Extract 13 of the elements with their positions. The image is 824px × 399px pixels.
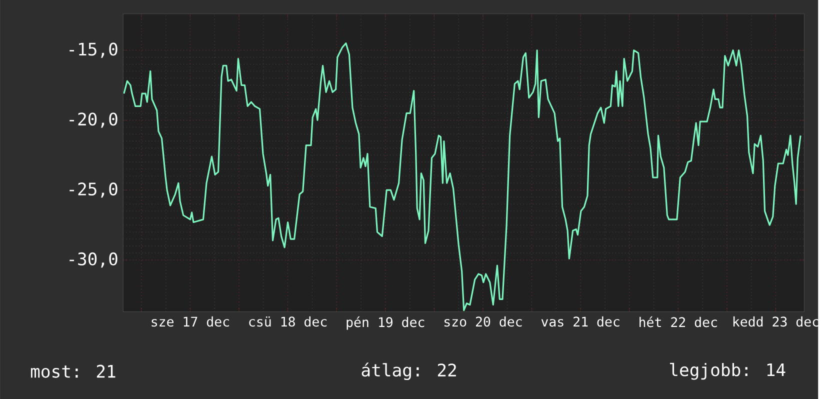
y-tick-label: -15,0	[70, 42, 118, 58]
x-tick-label: pén 19 dec	[346, 316, 424, 330]
x-tick-label: hét 22 dec	[640, 316, 717, 328]
x-tick-label: sze 17 dec	[152, 316, 229, 327]
x-tick-label: szo 20 dec	[444, 316, 522, 327]
text: átlag: 22	[362, 362, 456, 380]
text: legjobb: 14	[670, 362, 786, 380]
x-tick-label: vas 21 dec	[541, 316, 620, 327]
x-tick-label: csü 18 dec	[249, 316, 327, 327]
y-tick-label: -25,0	[70, 182, 118, 198]
y-tick-label: -20,0	[70, 112, 118, 128]
text: most: 21	[30, 364, 116, 378]
y-tick-label: -30,0	[70, 252, 118, 268]
